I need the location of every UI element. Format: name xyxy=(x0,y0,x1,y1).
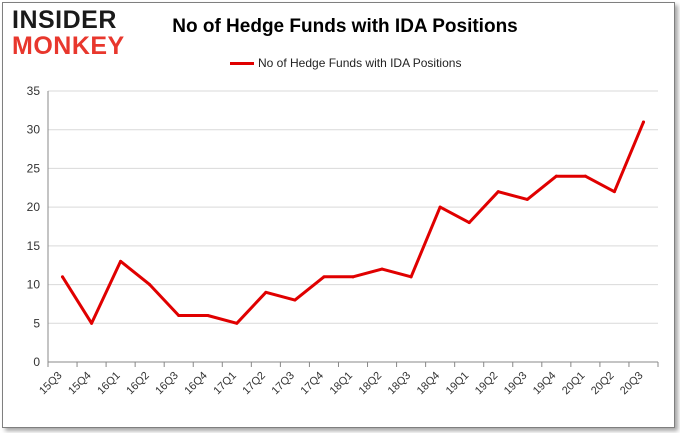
x-tick-label-17Q3: 17Q3 xyxy=(270,370,298,398)
x-tick-label-17Q2: 17Q2 xyxy=(240,370,268,398)
x-tick-label-16Q2: 16Q2 xyxy=(124,370,152,398)
x-tick-label-19Q2: 19Q2 xyxy=(473,370,501,398)
data-point-19Q4 xyxy=(554,174,558,178)
x-tick-label-20Q1: 20Q1 xyxy=(560,370,588,398)
y-tick-label-25: 25 xyxy=(27,161,41,175)
logo-line-2: MONKEY xyxy=(12,32,125,60)
x-tick-label-18Q2: 18Q2 xyxy=(357,370,385,398)
data-point-18Q3 xyxy=(409,275,413,279)
y-tick-label-15: 15 xyxy=(27,239,41,253)
data-point-16Q2 xyxy=(148,283,152,287)
data-point-19Q2 xyxy=(496,190,500,194)
data-point-20Q1 xyxy=(583,174,587,178)
y-tick-label-20: 20 xyxy=(27,200,41,214)
x-tick-label-16Q1: 16Q1 xyxy=(95,370,123,398)
y-tick-label-5: 5 xyxy=(33,316,40,330)
data-point-15Q3 xyxy=(61,275,65,279)
x-tick-label-19Q3: 19Q3 xyxy=(502,370,530,398)
x-tick-label-19Q4: 19Q4 xyxy=(531,370,559,398)
data-point-18Q2 xyxy=(380,267,384,271)
data-point-17Q4 xyxy=(322,275,326,279)
x-tick-label-16Q4: 16Q4 xyxy=(182,370,210,398)
y-tick-label-30: 30 xyxy=(27,123,41,137)
x-tick-label-18Q1: 18Q1 xyxy=(328,370,356,398)
insider-monkey-logo: INSIDER MONKEY xyxy=(12,8,125,59)
chart-title: No of Hedge Funds with IDA Positions xyxy=(172,16,518,37)
grid-layer xyxy=(48,90,658,324)
series-line-0 xyxy=(61,120,645,325)
data-point-17Q3 xyxy=(293,298,297,302)
data-point-16Q4 xyxy=(206,314,210,318)
data-point-17Q1 xyxy=(235,321,239,325)
data-point-19Q3 xyxy=(525,197,529,201)
y-tick-label-0: 0 xyxy=(33,355,40,369)
chart-frame xyxy=(2,2,675,428)
x-tick-label-19Q1: 19Q1 xyxy=(444,370,472,398)
y-tick-label-10: 10 xyxy=(27,278,41,292)
x-tick-label-20Q3: 20Q3 xyxy=(618,370,646,398)
data-point-19Q1 xyxy=(467,221,471,225)
legend-label: No of Hedge Funds with IDA Positions xyxy=(258,56,462,70)
x-tick-label-15Q4: 15Q4 xyxy=(66,370,94,398)
data-point-16Q1 xyxy=(119,259,123,263)
legend-swatch xyxy=(230,61,254,65)
x-tick-label-18Q4: 18Q4 xyxy=(415,370,443,398)
logo-line-1: INSIDER xyxy=(12,6,117,34)
data-point-18Q1 xyxy=(351,275,355,279)
x-tick-label-15Q3: 15Q3 xyxy=(37,370,65,398)
chart-legend: No of Hedge Funds with IDA Positions xyxy=(230,55,461,71)
data-point-16Q3 xyxy=(177,314,181,318)
data-point-20Q3 xyxy=(641,120,645,124)
series-layer xyxy=(61,120,645,325)
data-point-20Q2 xyxy=(612,190,616,194)
data-point-15Q4 xyxy=(90,321,94,325)
data-point-17Q2 xyxy=(264,290,268,294)
y-tick-label-35: 35 xyxy=(27,84,41,98)
x-tick-label-20Q2: 20Q2 xyxy=(589,370,617,398)
x-tick-label-16Q3: 16Q3 xyxy=(153,370,181,398)
data-point-18Q4 xyxy=(438,205,442,209)
x-tick-label-17Q1: 17Q1 xyxy=(211,370,239,398)
x-tick-label-17Q4: 17Q4 xyxy=(299,370,327,398)
x-tick-label-18Q3: 18Q3 xyxy=(386,370,414,398)
